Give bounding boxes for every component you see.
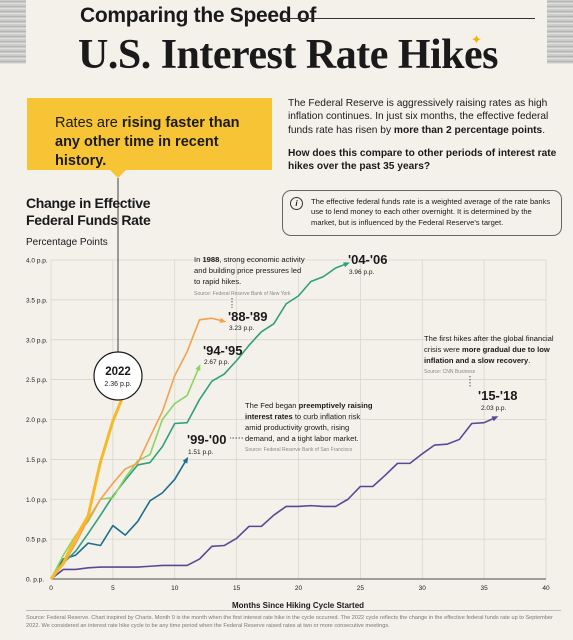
series-line-1999-00-arrowhead xyxy=(182,456,189,464)
callout-bold-text: rising faster than any other time in rec… xyxy=(55,115,240,169)
annotation-1988-source: Source: Federal Reserve Bank of New York xyxy=(194,291,291,297)
x-tick-label: 5 xyxy=(111,585,115,592)
x-tick-label: 10 xyxy=(171,585,179,592)
annotation-1999-source: Source: Federal Reserve Bank of San Fran… xyxy=(245,447,352,453)
series-line-1988-89 xyxy=(50,317,225,580)
label-2004-value: 3.96 p.p. xyxy=(349,269,374,276)
x-axis-ticks: 0 5 10 15 20 25 30 35 40 xyxy=(49,585,550,592)
label-1999-value: 1.51 p.p. xyxy=(188,449,213,456)
title-spark-icon: ✦ xyxy=(471,32,482,47)
intro-text: The Federal Reserve is aggressively rais… xyxy=(288,98,549,136)
label-2015-value: 2.03 p.p. xyxy=(481,405,506,412)
chart-title: Change in Effective Federal Funds Rate xyxy=(26,195,151,228)
x-tick-label: 0 xyxy=(49,585,53,592)
label-2022-circle xyxy=(93,351,143,401)
definition-text: The effective federal funds rate is a we… xyxy=(311,197,551,227)
intro-text-end: . xyxy=(542,124,546,136)
x-axis-label: Months Since Hiking Cycle Started xyxy=(232,601,365,610)
y-tick-label: 2.0 p.p. xyxy=(26,417,48,424)
page-title: U.S. Interest Rate Hikes xyxy=(78,32,499,78)
series-line-2015-18 xyxy=(50,416,497,580)
y-tick-label: 2.5 p.p. xyxy=(26,377,48,384)
x-tick-label: 25 xyxy=(357,585,365,592)
x-tick-label: 30 xyxy=(419,585,427,592)
series-line-2022 xyxy=(49,390,127,580)
footer-source: Source: Federal Reserve. Chart inspired … xyxy=(26,615,553,629)
callout-pointer xyxy=(110,170,126,178)
annotation-2015: The first hikes after the global financi… xyxy=(424,334,556,365)
intro-bold-text: more than 2 percentage points xyxy=(393,124,543,136)
header-subtitle: Comparing the Speed of xyxy=(80,4,317,27)
chart-series xyxy=(49,262,499,580)
series-line-2004-06-arrowhead xyxy=(343,262,350,268)
series-line-2004-06 xyxy=(50,262,349,580)
coin-stack-right-decoration xyxy=(547,0,573,64)
x-tick-label: 20 xyxy=(295,585,303,592)
y-tick-label: 0. p.p. xyxy=(26,577,44,584)
callout-text: Rates are xyxy=(55,115,122,131)
x-tick-label: 15 xyxy=(233,585,241,592)
series-line-1994-95-arrowhead xyxy=(195,364,201,371)
label-2015-name: '15-'18 xyxy=(478,388,517,403)
y-tick-label: 1.5 p.p. xyxy=(26,457,48,464)
label-1994-value: 2.67 p.p. xyxy=(204,359,229,366)
y-tick-label: 4.0 p.p. xyxy=(26,258,48,265)
annotation-1988: In 1988, strong economic activity and bu… xyxy=(194,255,307,286)
x-tick-label: 40 xyxy=(542,585,550,592)
intro-paragraph: The Federal Reserve is aggressively rais… xyxy=(288,97,558,137)
label-2022-name: 2022 xyxy=(105,366,131,378)
label-1988-name: '88-'89 xyxy=(228,309,267,324)
label-1988-value: 3.23 p.p. xyxy=(229,325,254,332)
label-1994-name: '94-'95 xyxy=(203,343,242,358)
label-2004-name: '04-'06 xyxy=(348,252,387,267)
x-tick-label: 35 xyxy=(481,585,489,592)
annotation-1999: The Fed began preemptively raising inter… xyxy=(245,401,375,443)
y-tick-label: 3.5 p.p. xyxy=(26,297,48,304)
title-divider xyxy=(282,18,535,19)
footer-divider xyxy=(26,610,561,611)
series-line-2015-18-arrowhead xyxy=(491,416,499,422)
coin-stack-left-decoration xyxy=(0,0,26,64)
y-tick-label: 1.0 p.p. xyxy=(26,497,48,504)
series-line-1988-89-arrowhead xyxy=(219,317,227,323)
callout-box: Rates are rising faster than any other t… xyxy=(27,98,272,170)
intro-question: How does this compare to other periods o… xyxy=(288,148,557,173)
y-axis-ticks: 0. p.p. 0.5 p.p. 1.0 p.p. 1.5 p.p. 2.0 p.p. 2… xyxy=(26,258,48,584)
definition-box: i The effective federal funds rate is a … xyxy=(282,190,562,236)
info-icon: i xyxy=(290,197,303,210)
y-axis-label: Percentage Points xyxy=(26,237,108,248)
y-tick-label: 3.0 p.p. xyxy=(26,337,48,344)
y-tick-label: 0.5 p.p. xyxy=(26,537,48,544)
label-1999-name: '99-'00 xyxy=(187,432,226,447)
label-2022-value: 2.36 p.p. xyxy=(104,381,131,388)
annotation-2015-source: Source: CNN Business xyxy=(424,369,476,375)
series-line-1999-00 xyxy=(50,458,188,580)
